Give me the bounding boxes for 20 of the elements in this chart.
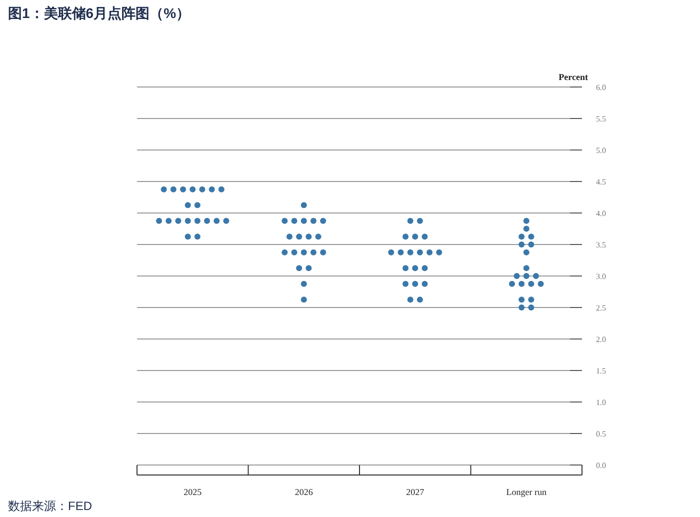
y-tick-label: 6.0	[596, 83, 606, 92]
y-tick-label: 0.0	[596, 461, 606, 470]
source-note: 数据来源：FED	[8, 499, 92, 513]
y-tick-label: 4.0	[596, 209, 606, 218]
y-tick-label: 0.5	[596, 430, 606, 438]
y-tick-label: 4.5	[596, 178, 606, 186]
y-tick-label: 2.5	[596, 304, 606, 312]
y-axis-title: Percent	[558, 72, 588, 82]
y-tick-label: 1.5	[596, 366, 606, 376]
x-tick-label: 2026	[294, 487, 314, 497]
y-tick-label: 5.0	[596, 146, 606, 155]
y-tick-label: 1.0	[596, 398, 606, 407]
x-tick-label: Longer run	[506, 487, 547, 497]
y-tick-label: 3.5	[596, 240, 606, 250]
y-tick-label: 2.0	[596, 335, 606, 344]
x-tick-label: 2025	[184, 487, 202, 497]
chart-title: 图1：美联储6月点阵图（%）	[8, 5, 190, 21]
y-tick-label: 3.0	[596, 272, 606, 281]
x-tick-label: 2027	[406, 487, 425, 497]
y-tick-label: 5.5	[596, 114, 606, 124]
